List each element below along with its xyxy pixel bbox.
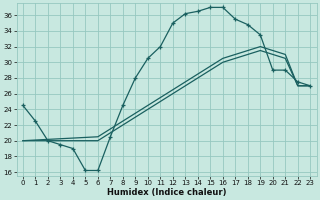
X-axis label: Humidex (Indice chaleur): Humidex (Indice chaleur) — [107, 188, 226, 197]
